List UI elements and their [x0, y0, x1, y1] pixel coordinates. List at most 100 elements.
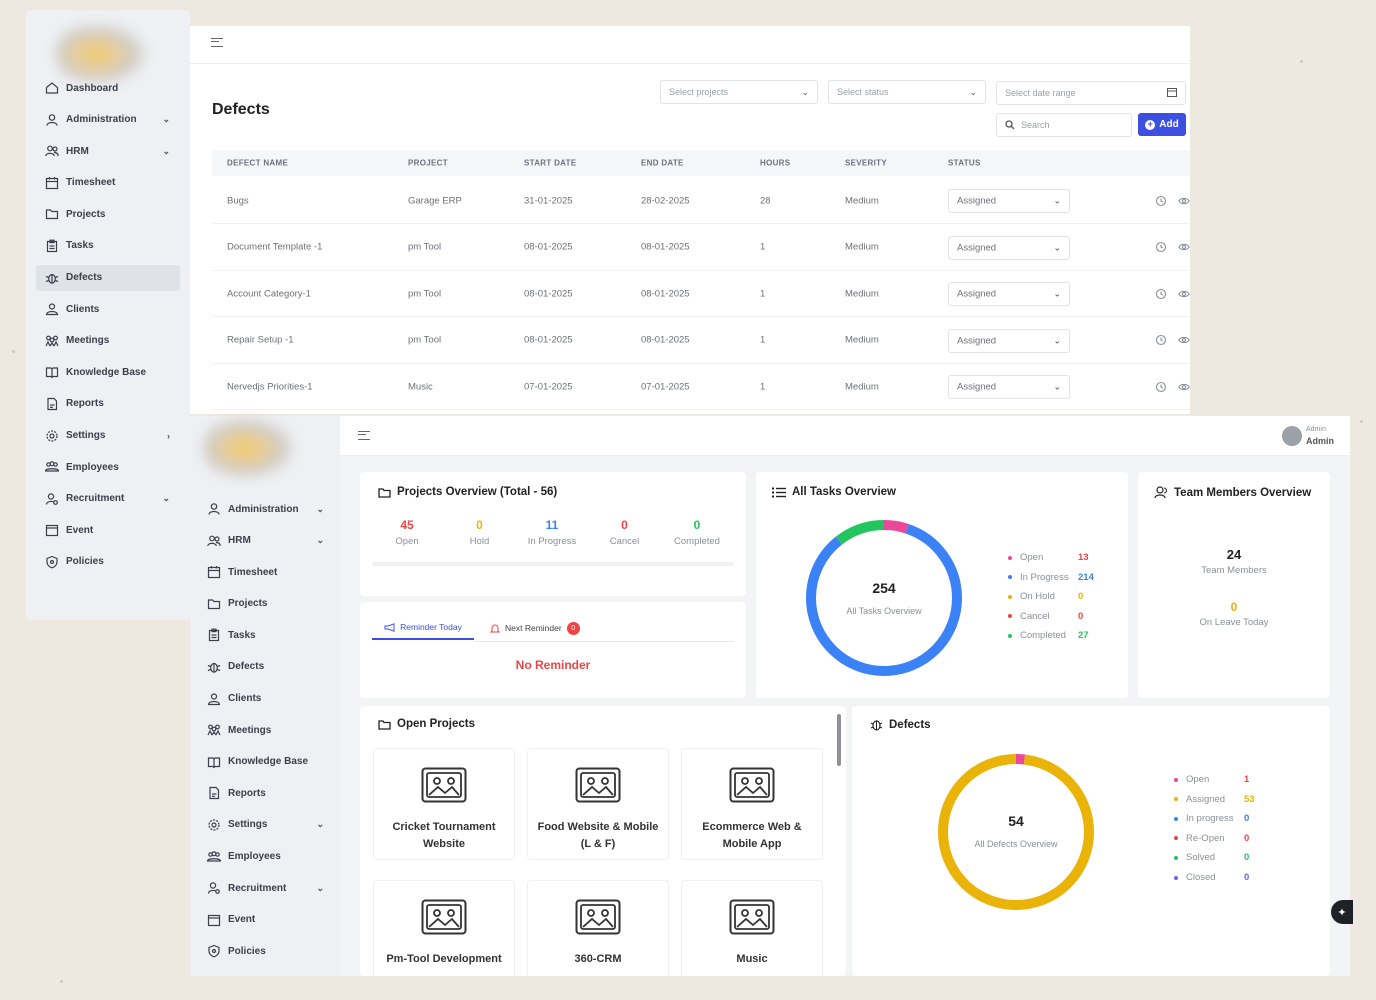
- search-input[interactable]: Search: [996, 113, 1132, 137]
- defects-overview-title: Defects: [870, 718, 931, 731]
- eye-icon[interactable]: [1178, 334, 1190, 346]
- sidebar-item-administration[interactable]: Administration ⌄: [198, 496, 334, 522]
- cell-hours: 1: [760, 288, 766, 300]
- sidebar-item-employees[interactable]: Employees: [198, 844, 334, 870]
- bug-icon: [206, 660, 222, 674]
- sidebar-item-projects[interactable]: Projects: [198, 591, 334, 617]
- sidebar-item-administration[interactable]: Administration ⌄: [36, 107, 180, 133]
- sidebar-item-reports[interactable]: Reports: [198, 780, 334, 806]
- history-icon[interactable]: [1155, 241, 1167, 253]
- sidebar-item-tasks[interactable]: Tasks: [36, 233, 180, 259]
- sidebar-item-defects[interactable]: Defects: [36, 264, 180, 291]
- sidebar-item-hrm[interactable]: HRM ⌄: [198, 528, 334, 554]
- front-sidebar-nav: Administration ⌄ HRM ⌄ Timesheet Projects …: [198, 496, 334, 970]
- legend-dot: [1008, 575, 1012, 580]
- status-select[interactable]: Assigned ⌄: [948, 189, 1070, 213]
- history-icon[interactable]: [1155, 288, 1167, 300]
- sidebar-item-defects[interactable]: Defects: [198, 654, 334, 680]
- projects-overview-title: Projects Overview (Total - 56): [378, 486, 557, 498]
- history-icon[interactable]: [1155, 195, 1167, 207]
- sidebar-item-settings[interactable]: Settings ⌄: [198, 812, 334, 838]
- status-select[interactable]: Assigned ⌄: [948, 282, 1070, 307]
- sidebar-item-meetings[interactable]: Meetings: [36, 328, 180, 354]
- date-range-filter[interactable]: Select date range: [996, 81, 1186, 105]
- sidebar-item-projects[interactable]: Projects: [36, 201, 180, 227]
- open-projects-title-text: Open Projects: [397, 718, 475, 730]
- sidebar-item-tasks[interactable]: Tasks: [198, 622, 334, 648]
- sidebar-item-label: Policies: [66, 556, 104, 568]
- sidebar-item-employees[interactable]: Employees: [36, 454, 180, 480]
- sidebar-item-meetings[interactable]: Meetings: [198, 717, 334, 743]
- sidebar-item-event[interactable]: Event: [198, 907, 334, 933]
- legend-value: 27: [1078, 630, 1089, 642]
- sidebar-item-timesheet[interactable]: Timesheet: [198, 559, 334, 585]
- sidebar-item-hrm[interactable]: HRM ⌄: [36, 138, 180, 164]
- menu-toggle-icon[interactable]: [211, 38, 223, 47]
- status-select[interactable]: Assigned ⌄: [948, 328, 1070, 353]
- sidebar-item-knowledge-base[interactable]: Knowledge Base: [198, 749, 334, 775]
- sidebar-item-knowledge-base[interactable]: Knowledge Base: [36, 359, 180, 385]
- sidebar-item-label: Projects: [228, 598, 268, 610]
- sidebar-item-clients[interactable]: Clients: [36, 296, 180, 322]
- chevron-icon: ⌄: [316, 819, 324, 830]
- project-card[interactable]: 360-CRM: [527, 880, 669, 976]
- menu-toggle-icon[interactable]: [358, 431, 370, 440]
- project-name: Ecommerce Web & Mobile App: [702, 821, 802, 850]
- project-card[interactable]: Cricket Tournament Website: [373, 748, 515, 860]
- sidebar-item-recruitment[interactable]: Recruitment ⌄: [36, 486, 180, 512]
- tab-reminder-today-label: Reminder Today: [400, 622, 462, 632]
- sidebar-item-policies[interactable]: Policies: [36, 549, 180, 575]
- add-defect-button[interactable]: + Add: [1138, 113, 1186, 136]
- sidebar-item-reports[interactable]: Reports: [36, 391, 180, 417]
- legend-label: Solved: [1186, 852, 1216, 864]
- project-card[interactable]: Food Website & Mobile (L & F): [527, 748, 669, 860]
- shield-icon: [206, 944, 222, 958]
- sidebar-item-settings[interactable]: Settings ›: [36, 423, 180, 449]
- legend-dot: [1174, 836, 1178, 841]
- sidebar-item-dashboard[interactable]: Dashboard: [36, 75, 180, 101]
- eye-icon[interactable]: [1178, 241, 1190, 253]
- cell-project: pm Tool: [408, 241, 442, 253]
- assistant-fab[interactable]: ✦: [1331, 900, 1353, 924]
- image-placeholder-icon: [729, 899, 775, 935]
- sidebar-item-policies[interactable]: Policies: [198, 938, 334, 964]
- tab-next-reminder[interactable]: Next Reminder 0: [490, 616, 600, 640]
- status-select[interactable]: Assigned ⌄: [948, 375, 1070, 400]
- sidebar-item-event[interactable]: Event: [36, 517, 180, 543]
- sidebar-item-recruitment[interactable]: Recruitment ⌄: [198, 875, 334, 901]
- legend-value: 0: [1244, 852, 1250, 864]
- user-icon: [206, 502, 222, 516]
- sidebar-item-label: Event: [66, 524, 94, 536]
- eye-icon[interactable]: [1178, 288, 1190, 300]
- tab-reminder-today[interactable]: Reminder Today: [372, 616, 474, 640]
- bug-icon: [870, 720, 883, 731]
- chevron-down-icon: ⌄: [1053, 195, 1061, 206]
- project-card[interactable]: Music: [681, 880, 823, 976]
- user-name: Admin: [1306, 436, 1334, 446]
- defects-total: 54: [1008, 813, 1024, 829]
- clipboard-icon: [44, 239, 60, 253]
- column-header: STATUS: [948, 158, 981, 168]
- sidebar-item-label: Tasks: [66, 240, 94, 252]
- history-icon[interactable]: [1155, 334, 1167, 346]
- avatar[interactable]: [1282, 426, 1302, 446]
- project-filter[interactable]: Select projects ⌄: [660, 80, 818, 104]
- team-members-count: 24: [1226, 547, 1242, 562]
- open-projects-scrollbar[interactable]: [837, 714, 841, 766]
- history-icon[interactable]: [1155, 381, 1167, 393]
- shield-icon: [44, 555, 60, 569]
- eye-icon[interactable]: [1178, 195, 1190, 207]
- chevron-down-icon: ⌄: [801, 86, 809, 97]
- sidebar-item-label: Settings: [228, 819, 268, 831]
- sidebar-item-clients[interactable]: Clients: [198, 686, 334, 712]
- status-select[interactable]: Assigned ⌄: [948, 235, 1070, 260]
- chevron-icon: ›: [167, 430, 170, 441]
- project-card[interactable]: Ecommerce Web & Mobile App: [681, 748, 823, 860]
- users-icon: [44, 144, 60, 158]
- project-card[interactable]: Pm-Tool Development: [373, 880, 515, 976]
- table-row: Document Template -1 pm Tool 08-01-2025 08-…: [212, 225, 1190, 271]
- sidebar-item-timesheet[interactable]: Timesheet: [36, 170, 180, 196]
- table-header: DEFECT NAME PROJECT START DATE END DATE HOUR…: [212, 150, 1190, 176]
- status-filter[interactable]: Select status ⌄: [828, 80, 986, 104]
- eye-icon[interactable]: [1178, 381, 1190, 393]
